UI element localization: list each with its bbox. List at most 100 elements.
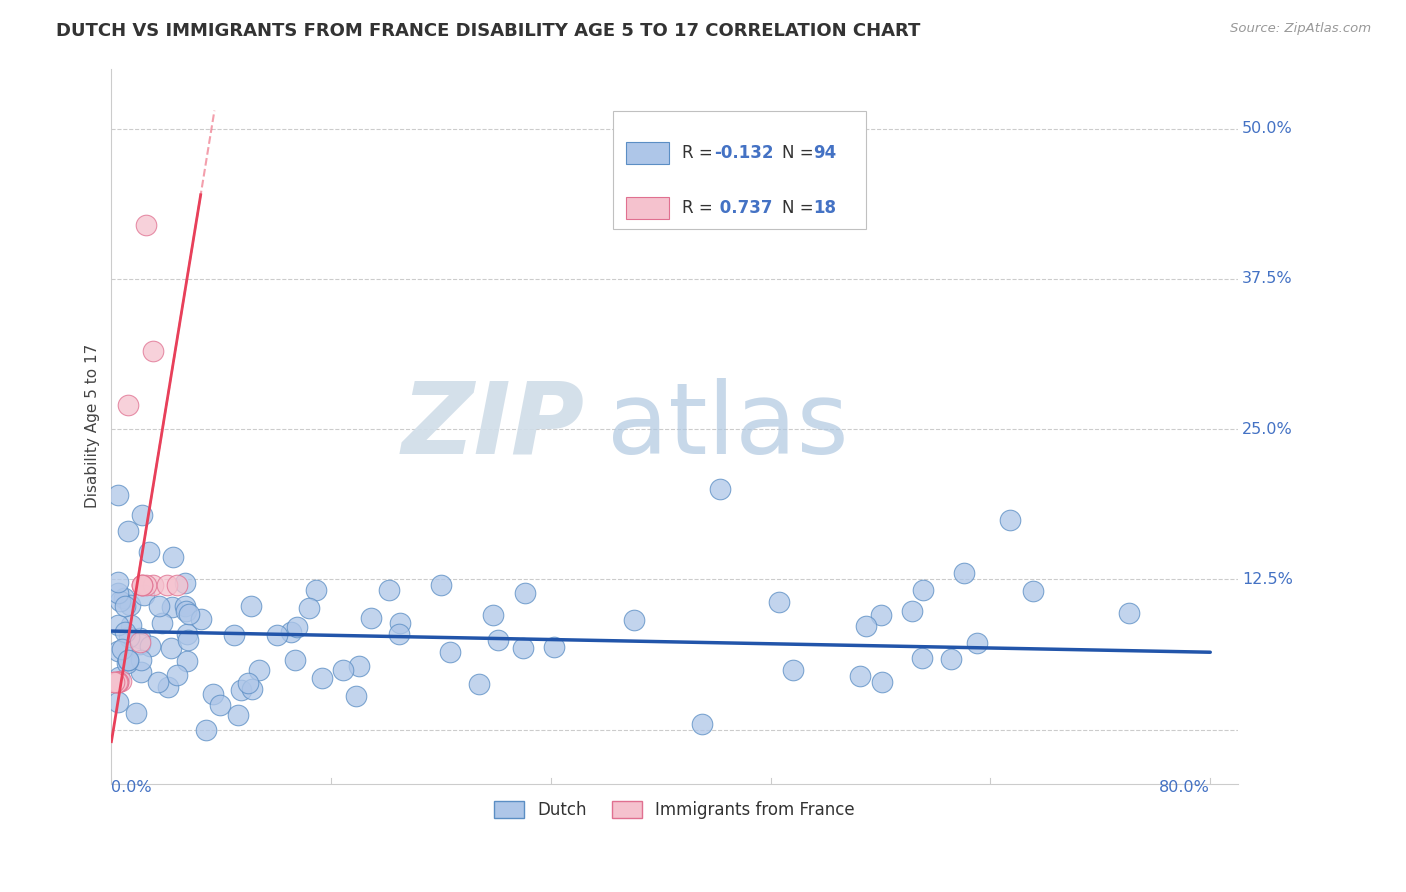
Point xyxy=(782,663,804,677)
Point xyxy=(966,636,988,650)
Text: Source: ZipAtlas.com: Source: ZipAtlas.com xyxy=(1230,22,1371,36)
Point xyxy=(360,611,382,625)
Point xyxy=(131,653,153,667)
Point xyxy=(160,640,183,655)
Point xyxy=(389,616,412,631)
Point xyxy=(311,671,333,685)
Point xyxy=(266,628,288,642)
Point xyxy=(146,674,169,689)
Point xyxy=(107,674,129,689)
Y-axis label: Disability Age 5 to 17: Disability Age 5 to 17 xyxy=(86,344,100,508)
Point xyxy=(132,588,155,602)
Point xyxy=(103,674,125,689)
Point xyxy=(247,663,270,677)
Point xyxy=(156,680,179,694)
Point xyxy=(284,653,307,667)
Point xyxy=(114,625,136,640)
Point xyxy=(195,723,218,737)
Text: R =: R = xyxy=(682,144,718,161)
Point xyxy=(226,707,249,722)
Point xyxy=(236,676,259,690)
Point xyxy=(111,641,134,656)
Point xyxy=(110,674,132,689)
Point xyxy=(439,645,461,659)
Point xyxy=(332,663,354,677)
Point xyxy=(105,674,128,689)
Point xyxy=(911,583,934,598)
Point xyxy=(855,619,877,633)
Text: 25.0%: 25.0% xyxy=(1241,422,1292,436)
Point xyxy=(709,482,731,496)
Point xyxy=(150,616,173,631)
Point xyxy=(378,583,401,598)
Point xyxy=(118,599,141,613)
Point xyxy=(117,524,139,539)
Point xyxy=(240,599,263,614)
Point xyxy=(870,674,893,689)
Point xyxy=(768,595,790,609)
Point xyxy=(131,665,153,679)
Text: 94: 94 xyxy=(813,144,837,161)
Point xyxy=(108,670,131,684)
Point xyxy=(120,618,142,632)
Point xyxy=(162,549,184,564)
Point xyxy=(231,682,253,697)
Text: ZIP: ZIP xyxy=(402,377,585,475)
Point xyxy=(190,612,212,626)
Point xyxy=(179,607,201,621)
Point xyxy=(513,585,536,599)
Point xyxy=(125,706,148,721)
Point xyxy=(388,627,411,641)
Point xyxy=(280,625,302,640)
FancyBboxPatch shape xyxy=(626,197,669,219)
Point xyxy=(112,591,135,606)
Point xyxy=(139,639,162,653)
Point xyxy=(135,218,157,232)
Point xyxy=(107,586,129,600)
Point xyxy=(156,578,179,592)
Point xyxy=(105,674,128,689)
Point xyxy=(117,653,139,667)
FancyBboxPatch shape xyxy=(626,142,669,163)
Point xyxy=(941,651,963,665)
Point xyxy=(346,689,368,703)
Text: 0.0%: 0.0% xyxy=(111,780,152,795)
Point xyxy=(430,578,453,592)
Point xyxy=(848,669,870,683)
Point xyxy=(304,583,326,598)
Point xyxy=(135,578,157,592)
Point xyxy=(107,674,129,689)
Point xyxy=(148,599,170,614)
FancyBboxPatch shape xyxy=(613,112,866,229)
Point xyxy=(690,717,713,731)
Point xyxy=(131,578,153,592)
Point xyxy=(1022,584,1045,599)
Point xyxy=(166,668,188,682)
Point xyxy=(117,398,139,412)
Point xyxy=(512,641,534,656)
Point xyxy=(481,607,503,622)
Point xyxy=(911,651,934,665)
Point xyxy=(285,620,308,634)
Point xyxy=(107,618,129,632)
Text: R =: R = xyxy=(682,199,718,217)
Point xyxy=(103,674,125,689)
Point xyxy=(107,488,129,502)
Point xyxy=(138,545,160,559)
Point xyxy=(870,607,893,622)
Text: 80.0%: 80.0% xyxy=(1160,780,1211,795)
Point xyxy=(623,613,645,627)
Point xyxy=(224,627,246,641)
Point xyxy=(468,676,491,690)
Point xyxy=(174,599,197,613)
Point xyxy=(349,659,371,673)
Text: 12.5%: 12.5% xyxy=(1241,572,1292,587)
Text: DUTCH VS IMMIGRANTS FROM FRANCE DISABILITY AGE 5 TO 17 CORRELATION CHART: DUTCH VS IMMIGRANTS FROM FRANCE DISABILI… xyxy=(56,22,921,40)
Point xyxy=(1118,607,1140,621)
Text: 18: 18 xyxy=(813,199,837,217)
Point xyxy=(131,508,153,522)
Point xyxy=(131,578,153,592)
Point xyxy=(131,578,153,592)
Point xyxy=(117,653,139,667)
Point xyxy=(142,343,165,358)
